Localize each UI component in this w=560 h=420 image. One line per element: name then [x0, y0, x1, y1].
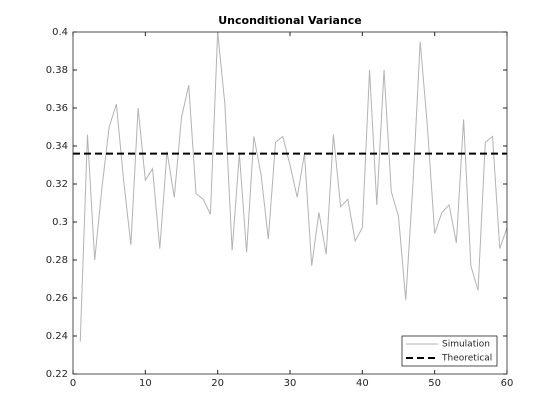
y-tick-label: 0.38	[46, 65, 68, 76]
axes-box	[72, 31, 508, 375]
plot-area	[73, 32, 507, 374]
x-tick-label: 20	[211, 378, 224, 389]
x-tick-label: 40	[356, 378, 369, 389]
y-tick-label: 0.34	[46, 141, 68, 152]
legend-label: Simulation	[442, 340, 490, 350]
x-tick-label: 50	[428, 378, 441, 389]
y-tick-label: 0.32	[46, 179, 68, 190]
y-tick-label: 0.22	[46, 369, 68, 380]
series-line	[79, 31, 508, 342]
y-tick-label: 0.26	[46, 293, 68, 304]
y-tick-label: 0.4	[52, 27, 68, 38]
y-tick-label: 0.36	[46, 103, 68, 114]
x-tick-label: 30	[284, 378, 297, 389]
legend-label: Theoretical	[441, 354, 492, 364]
x-tick-label: 60	[501, 378, 514, 389]
chart-title: Unconditional Variance	[218, 14, 362, 27]
legend-box	[401, 335, 498, 367]
y-tick-label: 0.3	[52, 217, 68, 228]
y-tick-label: 0.28	[46, 255, 68, 266]
y-tick-label: 0.24	[46, 331, 68, 342]
x-tick-label: 10	[139, 378, 152, 389]
x-tick-label: 0	[70, 378, 76, 389]
legend: Simulation Theoretical	[401, 335, 498, 367]
